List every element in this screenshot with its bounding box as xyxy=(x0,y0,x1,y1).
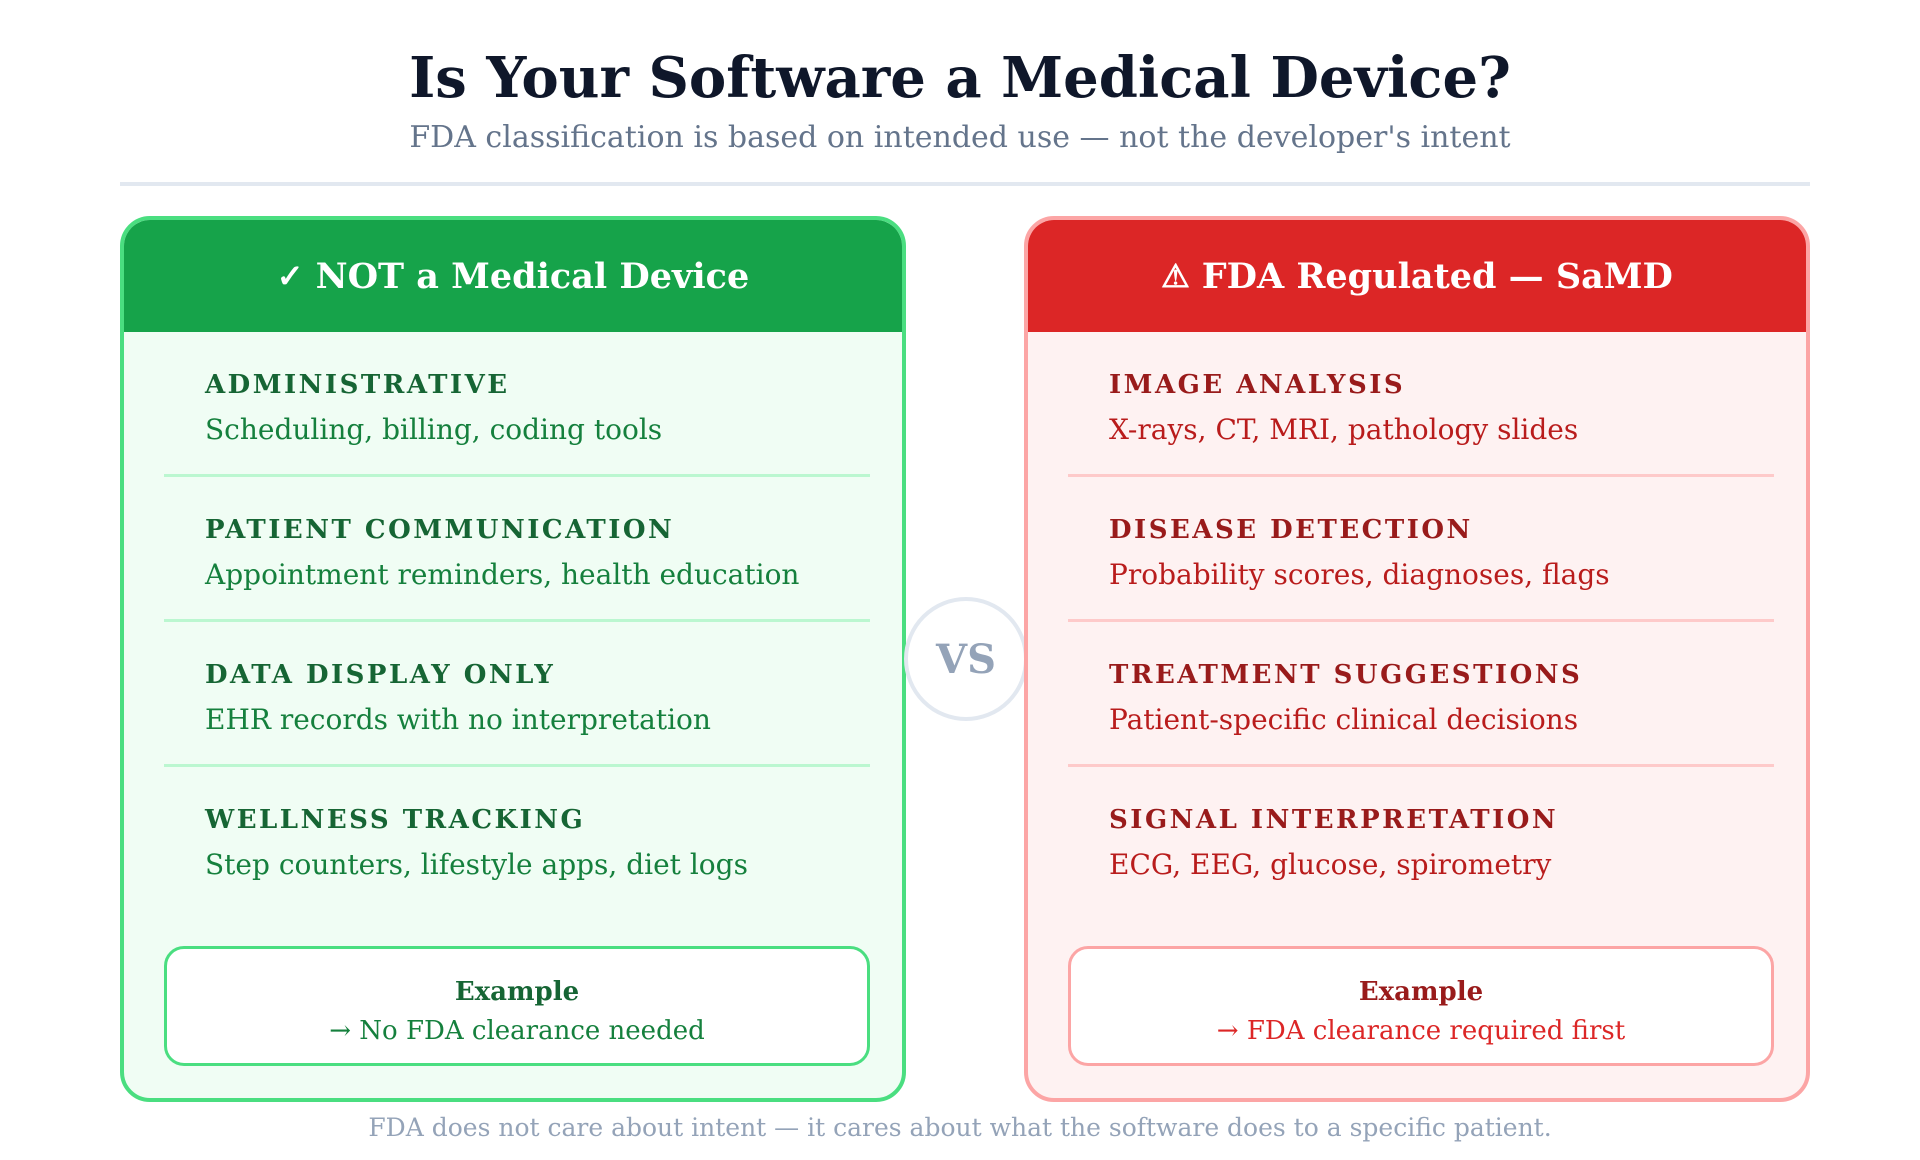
list-item: ADMINISTRATIVE Scheduling, billing, codi… xyxy=(164,332,870,477)
item-description: Probability scores, diagnoses, flags xyxy=(1109,558,1610,591)
not-medical-device-header: ✓ NOT a Medical Device xyxy=(124,220,902,332)
item-label: IMAGE ANALYSIS xyxy=(1109,370,1406,400)
list-item: WELLNESS TRACKING Step counters, lifesty… xyxy=(164,767,870,912)
example-box: Example → FDA clearance required first xyxy=(1068,946,1774,1066)
item-description: ECG, EEG, glucose, spirometry xyxy=(1109,848,1552,881)
fda-regulated-card: ⚠ FDA Regulated — SaMD IMAGE ANALYSIS X-… xyxy=(1024,216,1810,1102)
card-heading: FDA Regulated — SaMD xyxy=(1201,255,1673,297)
item-label: DATA DISPLAY ONLY xyxy=(205,660,556,690)
example-title: Example xyxy=(454,977,580,1007)
item-label: SIGNAL INTERPRETATION xyxy=(1109,805,1559,835)
list-item: DATA DISPLAY ONLY EHR records with no in… xyxy=(164,622,870,767)
list-item: DISEASE DETECTION Probability scores, di… xyxy=(1068,477,1774,622)
example-text: → No FDA clearance needed xyxy=(329,1016,705,1046)
card-heading: NOT a Medical Device xyxy=(315,255,750,297)
item-description: Patient-specific clinical decisions xyxy=(1109,703,1579,736)
list-item: SIGNAL INTERPRETATION ECG, EEG, glucose,… xyxy=(1068,767,1774,912)
warning-icon: ⚠ xyxy=(1161,257,1190,295)
list-item: TREATMENT SUGGESTIONS Patient-specific c… xyxy=(1068,622,1774,767)
footer-note: FDA does not care about intent — it care… xyxy=(368,1113,1552,1142)
header-divider xyxy=(120,182,1810,186)
item-description: X-rays, CT, MRI, pathology slides xyxy=(1109,413,1579,446)
item-label: DISEASE DETECTION xyxy=(1109,515,1473,545)
item-description: Step counters, lifestyle apps, diet logs xyxy=(205,848,748,881)
example-title: Example xyxy=(1358,977,1484,1007)
item-label: PATIENT COMMUNICATION xyxy=(205,515,675,545)
item-label: ADMINISTRATIVE xyxy=(205,370,510,400)
page-subtitle: FDA classification is based on intended … xyxy=(409,120,1511,155)
item-label: TREATMENT SUGGESTIONS xyxy=(1109,660,1583,690)
item-list: ADMINISTRATIVE Scheduling, billing, codi… xyxy=(164,332,870,912)
example-text: → FDA clearance required first xyxy=(1216,1016,1626,1046)
item-label: WELLNESS TRACKING xyxy=(205,805,586,835)
list-item: IMAGE ANALYSIS X-rays, CT, MRI, patholog… xyxy=(1068,332,1774,477)
item-description: Scheduling, billing, coding tools xyxy=(205,413,663,446)
page-title: Is Your Software a Medical Device? xyxy=(409,45,1511,111)
check-icon: ✓ xyxy=(276,257,304,295)
item-description: EHR records with no interpretation xyxy=(205,703,711,736)
example-box: Example → No FDA clearance needed xyxy=(164,946,870,1066)
fda-regulated-header: ⚠ FDA Regulated — SaMD xyxy=(1028,220,1806,332)
item-description: Appointment reminders, health education xyxy=(205,558,800,591)
item-list: IMAGE ANALYSIS X-rays, CT, MRI, patholog… xyxy=(1068,332,1774,912)
list-item: PATIENT COMMUNICATION Appointment remind… xyxy=(164,477,870,622)
not-medical-device-card: ✓ NOT a Medical Device ADMINISTRATIVE Sc… xyxy=(120,216,906,1102)
vs-badge: VS xyxy=(904,597,1028,721)
